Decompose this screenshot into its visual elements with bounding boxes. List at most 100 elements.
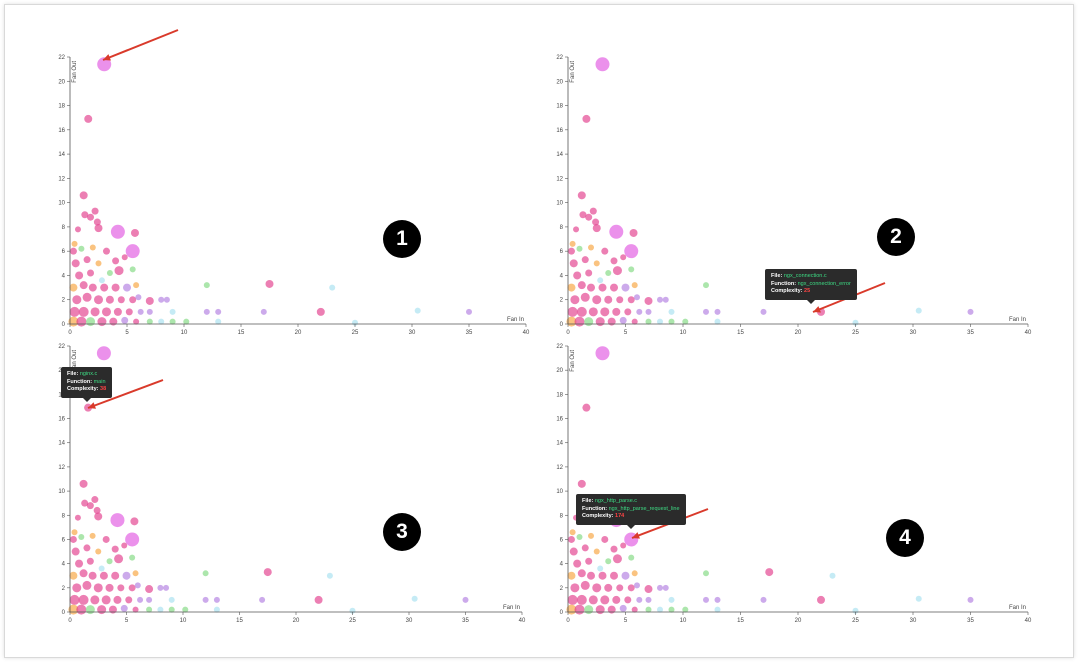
data-point[interactable] xyxy=(645,596,652,603)
data-point[interactable] xyxy=(203,282,210,289)
data-point[interactable] xyxy=(88,283,97,292)
data-point[interactable] xyxy=(94,295,103,305)
data-point[interactable] xyxy=(72,295,82,305)
data-point[interactable] xyxy=(69,247,77,255)
data-point[interactable] xyxy=(83,256,91,264)
data-point[interactable] xyxy=(114,554,124,564)
data-point[interactable] xyxy=(146,318,153,325)
data-point[interactable] xyxy=(329,284,336,291)
data-point[interactable] xyxy=(581,256,589,264)
data-point[interactable] xyxy=(146,596,153,603)
data-point[interactable] xyxy=(101,307,111,317)
data-point[interactable] xyxy=(213,596,220,603)
data-point[interactable] xyxy=(612,307,621,316)
data-point[interactable] xyxy=(125,244,140,259)
data-point[interactable] xyxy=(595,605,605,615)
data-point[interactable] xyxy=(94,224,103,233)
data-point[interactable] xyxy=(132,570,139,577)
data-point[interactable] xyxy=(585,557,593,565)
data-point[interactable] xyxy=(122,571,131,580)
data-point[interactable] xyxy=(169,318,176,325)
data-point[interactable] xyxy=(569,259,578,268)
data-point[interactable] xyxy=(108,605,117,614)
data-point[interactable] xyxy=(577,569,586,578)
data-point[interactable] xyxy=(79,281,88,290)
data-point[interactable] xyxy=(133,318,140,325)
data-point[interactable] xyxy=(203,308,210,315)
data-point[interactable] xyxy=(629,228,638,237)
data-point[interactable] xyxy=(109,317,118,326)
data-point[interactable] xyxy=(621,571,630,580)
data-point[interactable] xyxy=(605,558,612,565)
data-point[interactable] xyxy=(72,583,82,593)
data-point[interactable] xyxy=(71,547,80,556)
data-point[interactable] xyxy=(130,517,139,526)
data-point[interactable] xyxy=(612,554,622,564)
data-point[interactable] xyxy=(86,502,94,510)
data-point[interactable] xyxy=(78,594,89,605)
data-point[interactable] xyxy=(71,240,78,247)
data-point[interactable] xyxy=(69,594,80,605)
data-point[interactable] xyxy=(71,529,78,536)
data-point[interactable] xyxy=(588,532,594,539)
data-point[interactable] xyxy=(183,318,190,325)
data-point[interactable] xyxy=(90,595,100,605)
data-point[interactable] xyxy=(157,584,164,591)
data-point[interactable] xyxy=(145,585,154,594)
data-point[interactable] xyxy=(146,606,153,613)
data-point[interactable] xyxy=(414,307,421,314)
data-point[interactable] xyxy=(75,271,84,280)
data-point[interactable] xyxy=(125,308,133,316)
data-point[interactable] xyxy=(604,583,613,592)
data-point[interactable] xyxy=(202,570,209,577)
data-point[interactable] xyxy=(703,596,709,603)
data-point[interactable] xyxy=(580,580,590,590)
data-point[interactable] xyxy=(682,318,689,325)
data-point[interactable] xyxy=(576,594,587,605)
data-point[interactable] xyxy=(135,294,142,301)
data-point[interactable] xyxy=(314,595,323,604)
data-point[interactable] xyxy=(202,596,209,603)
data-point[interactable] xyxy=(703,308,709,315)
data-point[interactable] xyxy=(585,213,593,221)
data-point[interactable] xyxy=(158,296,165,303)
data-point[interactable] xyxy=(89,244,96,251)
data-point[interactable] xyxy=(636,308,643,315)
data-point[interactable] xyxy=(123,283,131,292)
data-point[interactable] xyxy=(169,308,176,315)
data-point[interactable] xyxy=(125,596,133,604)
data-point[interactable] xyxy=(75,559,84,568)
data-point[interactable] xyxy=(612,266,622,276)
data-point[interactable] xyxy=(168,596,175,603)
data-point[interactable] xyxy=(587,283,595,292)
data-point[interactable] xyxy=(411,595,418,602)
data-point[interactable] xyxy=(114,266,124,276)
data-point[interactable] xyxy=(567,535,575,543)
data-point[interactable] xyxy=(610,571,618,580)
data-point[interactable] xyxy=(69,306,80,317)
data-point[interactable] xyxy=(87,213,95,221)
data-point[interactable] xyxy=(99,571,108,580)
data-point[interactable] xyxy=(81,211,89,219)
data-point[interactable] xyxy=(714,318,721,325)
data-point[interactable] xyxy=(265,279,274,288)
data-point[interactable] xyxy=(105,583,114,592)
data-point[interactable] xyxy=(569,547,578,556)
data-point[interactable] xyxy=(105,295,114,304)
data-point[interactable] xyxy=(765,568,774,577)
data-point[interactable] xyxy=(129,296,137,304)
data-point[interactable] xyxy=(69,571,78,580)
data-point[interactable] xyxy=(93,218,101,226)
data-point[interactable] xyxy=(662,584,669,591)
data-point[interactable] xyxy=(71,259,80,268)
data-point[interactable] xyxy=(592,583,602,593)
data-point[interactable] xyxy=(101,595,111,605)
data-point[interactable] xyxy=(110,513,125,528)
data-point[interactable] xyxy=(94,512,103,521)
data-point[interactable] xyxy=(620,542,627,549)
data-point[interactable] xyxy=(182,606,189,613)
data-point[interactable] xyxy=(110,224,125,239)
data-point[interactable] xyxy=(631,318,638,325)
data-point[interactable] xyxy=(146,308,153,315)
data-point[interactable] xyxy=(79,479,88,488)
